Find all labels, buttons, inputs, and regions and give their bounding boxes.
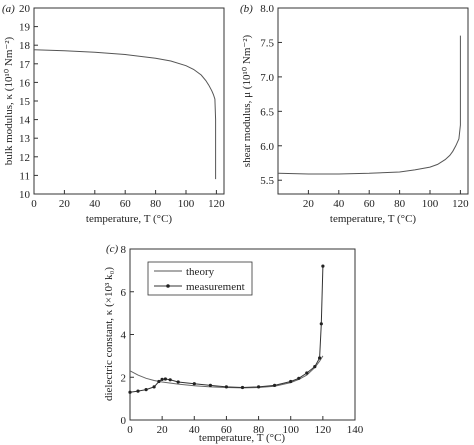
y-tick-label: 17: [19, 59, 31, 71]
measurement-point: [313, 365, 317, 369]
measurement-point: [321, 264, 325, 268]
x-tick-label: 20: [303, 198, 315, 210]
measurement-point: [157, 379, 161, 384]
measurement-point: [192, 382, 196, 386]
measurement-point: [168, 378, 172, 382]
measurement-point: [273, 383, 277, 387]
x-tick-label: 20: [157, 424, 169, 436]
panel-c-marks: [128, 264, 325, 394]
measurement-point: [289, 379, 293, 384]
x-tick-label: 100: [178, 198, 195, 210]
y-tick-label: 19: [19, 22, 31, 34]
x-tick-label: 120: [315, 424, 332, 436]
panel-b-ticks: 20 40 60 80 100 120 5.5 6.0 6.5 7.0 7.5 8.0: [260, 3, 469, 210]
y-tick-label: 6: [121, 287, 127, 299]
measurement-point: [305, 371, 309, 375]
x-tick-label: 20: [59, 198, 71, 210]
x-tick-label: 100: [422, 198, 439, 210]
y-tick-label: 10: [19, 189, 31, 201]
y-tick-label: 14: [19, 115, 31, 127]
x-tick-label: 60: [364, 198, 376, 210]
panel-c-dielectric-constant: (c) 0 20 40 60 80 100 120 140 0 2 4 6 8 temperature,…: [103, 243, 364, 444]
panel-b-marks: [277, 35, 461, 175]
measurement-point: [160, 377, 164, 381]
legend-theory-label: theory: [186, 266, 215, 278]
y-tick-label: 6.0: [260, 141, 274, 153]
y-tick-label: 11: [19, 170, 30, 182]
x-tick-label: 120: [452, 198, 469, 210]
y-tick-label: 13: [19, 133, 31, 145]
panel-c-label: (c): [106, 243, 119, 255]
y-tick-label: 18: [19, 40, 31, 52]
panel-b-plot-frame: [277, 7, 469, 195]
measurement-point: [136, 389, 140, 393]
x-tick-label: 0: [127, 424, 133, 436]
panel-1-series-line: [277, 35, 461, 175]
y-tick-label: 4: [121, 330, 127, 342]
y-tick-label: 0: [121, 415, 127, 427]
y-tick-label: 2: [121, 372, 127, 384]
y-tick-label: 7.0: [260, 72, 274, 84]
y-tick-label: 8.0: [260, 3, 274, 15]
panel-b-shear-modulus: (b) 20 40 60 80 100 120 5.5 6.0 6.5 7.0 7.5 8.0 tem…: [240, 3, 469, 225]
panel-a-plot-frame: [33, 7, 225, 195]
measurement-point: [208, 383, 212, 387]
y-tick-label: 7.5: [260, 37, 274, 49]
y-tick-label: 20: [19, 3, 31, 15]
y-tick-label: 8: [121, 244, 127, 256]
x-tick-label: 40: [333, 198, 345, 210]
measurement-point: [319, 322, 323, 326]
panel-a-label: (a): [2, 3, 15, 15]
x-tick-label: 80: [150, 198, 162, 210]
measurement-point: [318, 356, 322, 360]
panel-c-xlabel: temperature, T (°C): [199, 432, 285, 444]
y-tick-label: 12: [19, 152, 30, 164]
x-tick-label: 60: [221, 424, 233, 436]
x-tick-label: 80: [394, 198, 406, 210]
panel-b-label: (b): [240, 3, 253, 15]
measurement-point: [240, 385, 245, 390]
legend-measurement-marker: [166, 284, 170, 288]
measurement-point: [297, 376, 301, 380]
panel-b-xlabel: temperature, T (°C): [330, 213, 416, 225]
panel-c-ylabel: dielectric constant, κ (×10³ k₀): [103, 267, 115, 401]
theory-line: [129, 355, 324, 389]
measurement-point: [176, 380, 180, 384]
measurement-line: [129, 266, 324, 393]
x-tick-label: 140: [347, 424, 364, 436]
panel-a-ylabel: bulk modulus, κ (10¹⁰ Nm⁻²): [3, 36, 15, 165]
y-tick-label: 16: [19, 77, 31, 89]
panel-b-ylabel: shear modulus, μ (10¹⁰ Nm⁻²): [241, 34, 253, 167]
measurement-point: [144, 388, 148, 392]
measurement-point: [257, 385, 261, 389]
y-tick-label: 6.5: [260, 106, 274, 118]
measurement-point: [128, 390, 132, 394]
legend-box: [147, 261, 253, 296]
measurement-point: [224, 385, 228, 389]
x-tick-label: 120: [208, 198, 225, 210]
panel-a-marks: [33, 49, 217, 180]
x-tick-label: 100: [282, 424, 299, 436]
y-tick-label: 5.5: [260, 175, 274, 187]
measurement-point: [152, 385, 156, 389]
panel-c-ticks: 0 20 40 60 80 100 120 140 0 2 4 6 8: [121, 244, 364, 436]
legend-measurement-label: measurement: [186, 281, 245, 293]
panel-a-bulk-modulus: (a) 0 20 40 60 80 100 120 10 11 12 13 14 15 16 17 18 19 2…: [2, 3, 225, 225]
panel-0-series-line: [33, 49, 217, 180]
panel-a-xlabel: temperature, T (°C): [86, 213, 172, 225]
x-tick-label: 0: [31, 198, 37, 210]
x-tick-label: 80: [253, 424, 265, 436]
panel-c-legend: theory measurement: [147, 261, 253, 296]
y-tick-label: 15: [19, 96, 31, 108]
x-tick-label: 40: [89, 198, 101, 210]
x-tick-label: 60: [120, 198, 132, 210]
measurement-point: [163, 377, 167, 381]
x-tick-label: 40: [189, 424, 201, 436]
panel-a-ticks: 0 20 40 60 80 100 120 10 11 12 13 14 15 16 17 18 19 20: [19, 3, 225, 210]
